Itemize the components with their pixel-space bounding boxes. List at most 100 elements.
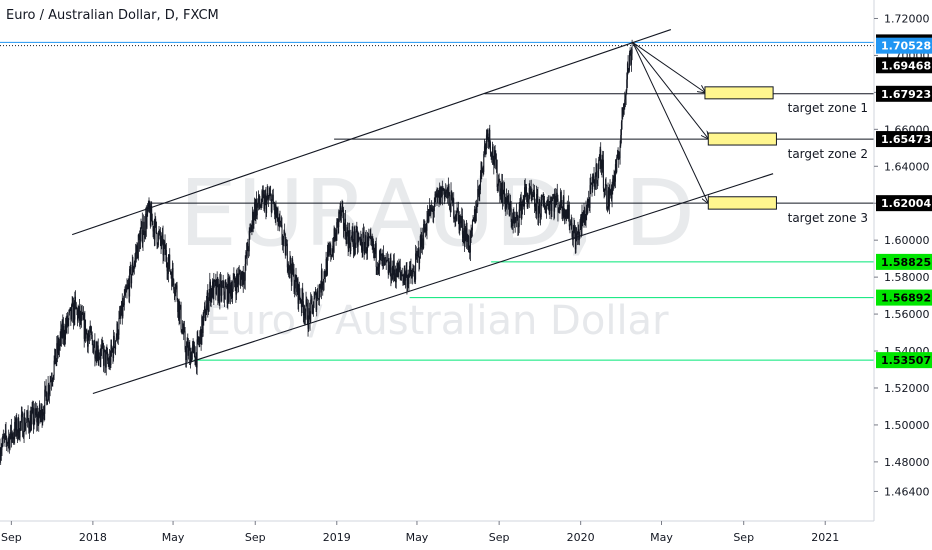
candle-body: [357, 239, 359, 247]
candle-body: [128, 283, 130, 297]
candle-body: [530, 186, 532, 194]
candle-body: [508, 204, 510, 215]
candle-body: [205, 304, 207, 315]
candle-body: [70, 305, 72, 320]
candle-body: [501, 182, 503, 201]
candle-body: [139, 234, 141, 249]
candle-body: [127, 283, 129, 286]
y-tick-label: 1.46400: [884, 485, 930, 498]
candle-body: [287, 267, 289, 271]
candle-body: [397, 264, 399, 278]
candle-body: [12, 433, 14, 440]
candle-body: [372, 241, 374, 247]
candle-body: [441, 188, 443, 197]
candle-body: [50, 379, 52, 382]
candle-body: [292, 259, 294, 273]
target-zone-box: [707, 132, 777, 146]
candle-body: [215, 279, 217, 295]
candle-body: [46, 392, 48, 405]
candle-body: [71, 302, 73, 306]
candle-body: [397, 263, 399, 278]
candle-body: [116, 323, 118, 338]
candle-body: [330, 254, 332, 257]
candle-body: [272, 194, 274, 200]
candle-body: [594, 183, 596, 190]
candle-body: [417, 250, 419, 256]
candle-body: [444, 191, 446, 199]
candle-body: [520, 197, 522, 219]
candle-body: [326, 251, 328, 275]
candle-body: [263, 194, 265, 210]
candle-body: [121, 301, 123, 315]
candle-body: [526, 186, 528, 197]
candle-body: [123, 295, 125, 306]
candle-body: [535, 208, 537, 215]
candle-body: [561, 206, 563, 211]
candle-body: [235, 286, 237, 295]
candle-body: [447, 185, 449, 199]
candle-body: [579, 221, 581, 233]
candle-body: [465, 228, 467, 241]
candle-body: [540, 217, 542, 218]
candle-body: [125, 290, 127, 293]
candle-body: [382, 254, 384, 267]
x-tick-label: May: [162, 531, 185, 544]
candle-body: [571, 222, 573, 237]
candle-body: [64, 324, 66, 340]
candle-body: [530, 186, 532, 196]
candle-body: [178, 299, 180, 319]
time-axis[interactable]: Sep 2018 May Sep 2019 May Sep 2020 May Sep 2021: [0, 520, 874, 544]
candle-body: [473, 219, 475, 221]
candle-body: [312, 307, 314, 314]
candle-body: [8, 436, 10, 441]
candle-body: [346, 227, 348, 235]
candle-body: [298, 284, 300, 296]
candle-body: [399, 266, 401, 272]
candle-body: [300, 301, 302, 302]
candle-body: [276, 214, 278, 217]
candle-body: [277, 208, 279, 226]
candle-body: [220, 279, 222, 281]
candle-body: [306, 302, 308, 325]
candle-body: [45, 385, 47, 393]
candle-body: [343, 228, 345, 231]
candle-body: [100, 349, 102, 360]
candle-body: [523, 203, 525, 207]
candle-body: [189, 345, 191, 365]
candle-body: [118, 317, 120, 335]
candle-body: [614, 175, 616, 182]
candle-body: [165, 249, 167, 263]
candle-body: [27, 411, 29, 420]
candle-body: [248, 230, 250, 252]
price-label-text: 1.70528: [881, 40, 931, 53]
candle-body: [588, 199, 590, 202]
candle-body: [254, 202, 256, 218]
candle-body: [136, 245, 138, 254]
candle-body: [513, 215, 515, 217]
candle-body: [560, 191, 562, 210]
candle-body: [376, 266, 378, 268]
candle-body: [475, 207, 477, 222]
candle-body: [91, 335, 93, 341]
candle-body: [3, 438, 5, 439]
candle-body: [487, 138, 489, 142]
candle-body: [164, 241, 166, 255]
candle-body: [44, 389, 46, 414]
candle-body: [89, 327, 91, 336]
price-label-bg: [876, 352, 932, 369]
candle-body: [359, 238, 361, 239]
candle-body: [552, 197, 554, 199]
candle-body: [154, 218, 156, 240]
candle-body: [477, 188, 479, 191]
candle-body: [244, 263, 246, 281]
candle-body: [279, 217, 281, 222]
candle-body: [252, 211, 254, 224]
candle-body: [62, 325, 64, 338]
candle-body: [281, 224, 283, 241]
candle-body: [338, 211, 340, 228]
candle-body: [367, 236, 369, 241]
candle-body: [612, 178, 614, 185]
candle-body: [479, 175, 481, 190]
x-tick-label: Sep: [733, 531, 754, 544]
